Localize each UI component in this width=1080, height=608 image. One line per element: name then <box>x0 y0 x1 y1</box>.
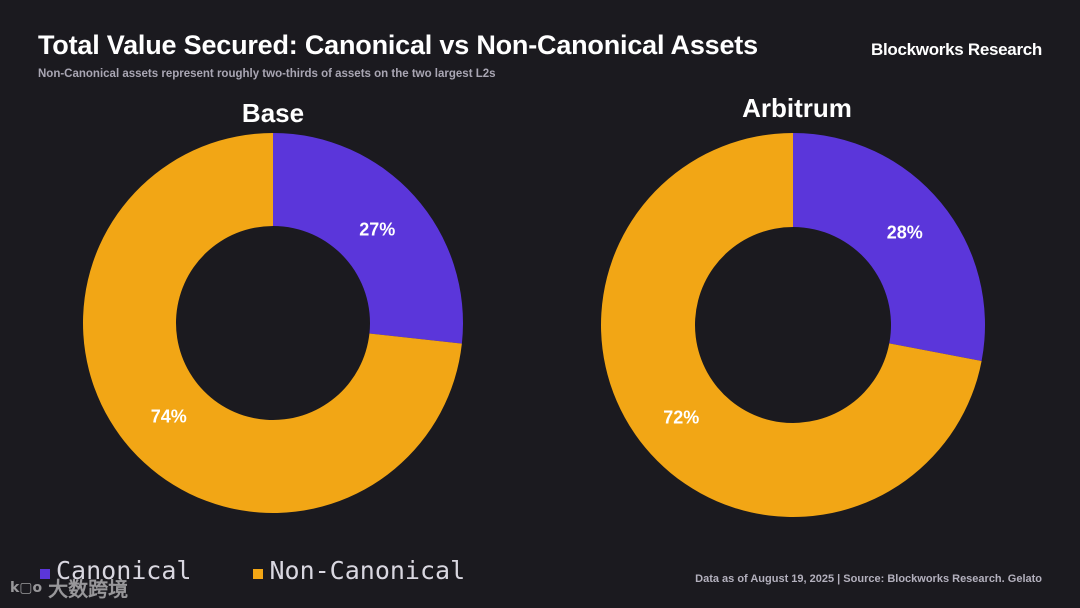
page-subtitle: Non-Canonical assets represent roughly t… <box>38 68 496 80</box>
chart-title-base: Base <box>241 98 305 128</box>
legend-item-canonical: Canonical <box>40 556 191 585</box>
watermark: k▢o 大数跨境 <box>10 573 128 602</box>
watermark-logo-icon: k▢o <box>10 579 43 596</box>
slice-canonical <box>273 133 464 344</box>
source-footnote: Data as of August 19, 2025 | Source: Blo… <box>695 573 1042 585</box>
legend-item-non-canonical: Non-Canonical <box>253 556 465 585</box>
donut-chart-arbitrum: 28% 72% <box>601 133 985 517</box>
chart-title-arbitrum: Arbitrum <box>742 93 852 123</box>
donut-chart-base: 27% 74% <box>83 133 464 513</box>
legend-label-non-canonical: Non-Canonical <box>269 556 466 585</box>
chart-legend: Canonical Non-Canonical <box>40 556 465 585</box>
page-title: Total Value Secured: Canonical vs Non-Ca… <box>38 30 758 60</box>
watermark-text: 大数跨境 <box>48 579 129 601</box>
slice-label-canonical: 27% <box>359 220 395 240</box>
brand-logo: Blockworks Research <box>871 40 1042 59</box>
slice-label-non-canonical: 72% <box>663 407 699 427</box>
slice-label-canonical: 28% <box>887 223 923 243</box>
slice-non-canonical <box>83 133 462 513</box>
slice-non-canonical <box>601 133 982 517</box>
legend-label-canonical: Canonical <box>56 556 192 585</box>
legend-swatch-canonical <box>40 568 50 579</box>
slice-label-non-canonical: 74% <box>151 406 187 426</box>
legend-swatch-non-canonical <box>253 568 264 579</box>
slice-canonical <box>793 133 985 361</box>
